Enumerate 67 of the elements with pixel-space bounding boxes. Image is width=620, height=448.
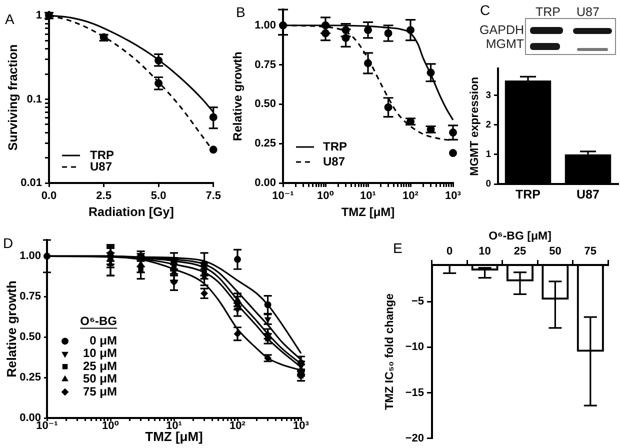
y-tick-label: 0.50 (254, 98, 276, 110)
x-tick-label: 10⁰ (102, 420, 120, 432)
y-tick-label: 1.00 (20, 250, 41, 262)
text: MGMT (486, 37, 524, 52)
x-tick-label: 75 (584, 245, 597, 258)
chart-title: B (236, 4, 246, 20)
x-axis-title: Radiation [Gy] (88, 204, 174, 219)
y-tick-label: 1.00 (254, 19, 276, 32)
y-tick-label: 2 (486, 119, 491, 130)
x-tick-label: 10³ (293, 420, 310, 432)
y-tick-label: 0.1 (26, 93, 42, 106)
y-axis-title: Relative growth (230, 52, 245, 141)
x-tick-label: 50 (549, 245, 562, 258)
chart-title: E (393, 240, 402, 256)
y-axis-title: TMZ IC₅₀ fold change (384, 293, 396, 410)
y-tick-label: 1 (486, 149, 492, 160)
legend-label: TRP (90, 148, 114, 162)
x-tick-label: 5.0 (150, 190, 166, 202)
y-tick-label: −15 (405, 386, 424, 399)
y-tick-label: −5 (411, 296, 424, 308)
x-tick-label: 10² (230, 420, 246, 432)
y-tick-label: 0.75 (254, 58, 276, 71)
y-tick-label: 0.25 (20, 372, 41, 384)
x-tick-label: 25 (514, 245, 526, 258)
x-tick-label: 0.0 (41, 190, 57, 202)
legend-label: 10 μM (82, 346, 118, 360)
text: GAPDH (480, 23, 524, 38)
y-tick-label: 1 (36, 10, 42, 22)
x-axis-title: TMZ [μM] (341, 205, 395, 220)
y-axis-title: Relative growth (4, 280, 19, 378)
x-tick-label: 7.5 (206, 190, 222, 202)
text: U87 (576, 5, 600, 20)
x-tick-label: U87 (576, 187, 600, 202)
legend-label: 0 μM (90, 334, 118, 348)
x-tick-label: 10⁻¹ (36, 420, 58, 432)
chart-title: A (5, 11, 14, 27)
x-tick-label: 2.5 (96, 190, 112, 202)
y-tick-label: 0.50 (20, 331, 41, 344)
legend-label: 50 μM (82, 372, 118, 386)
x-tick-label: TRP (516, 187, 540, 202)
y-tick-label: 3 (486, 90, 491, 101)
legend-label: 75 μM (82, 384, 118, 398)
legend-title: O⁶-BG (80, 314, 118, 328)
text: TRP (536, 5, 560, 20)
legend-label: TRP (323, 139, 347, 154)
y-tick-label: 0.00 (254, 177, 276, 190)
chart-title: D (3, 235, 14, 251)
y-axis-title: Surviving fraction (6, 44, 20, 151)
y-tick-label: 0 (486, 178, 491, 190)
x-tick-label: 10⁻¹ (272, 190, 294, 202)
y-axis-title: MGMT expression (469, 76, 482, 176)
x-tick-label: 10¹ (360, 190, 376, 202)
legend-label: U87 (323, 154, 346, 168)
x-tick-label: 10² (402, 190, 419, 202)
chart-title: C (480, 2, 490, 18)
y-tick-label: 0.75 (20, 290, 41, 303)
x-tick-label: 10³ (445, 190, 462, 202)
y-tick-label: −20 (405, 432, 424, 444)
x-tick-label: 0 (446, 245, 453, 258)
y-tick-label: −10 (405, 341, 424, 354)
y-tick-label: 0.25 (254, 138, 276, 150)
legend-label: U87 (90, 159, 112, 174)
x-tick-label: 10 (478, 245, 491, 258)
legend-label: 25 μM (82, 358, 118, 373)
x-axis-title: O⁶-BG [μM] (488, 230, 552, 243)
x-tick-label: 10⁰ (316, 190, 334, 202)
y-tick-label: 0.01 (20, 177, 42, 190)
